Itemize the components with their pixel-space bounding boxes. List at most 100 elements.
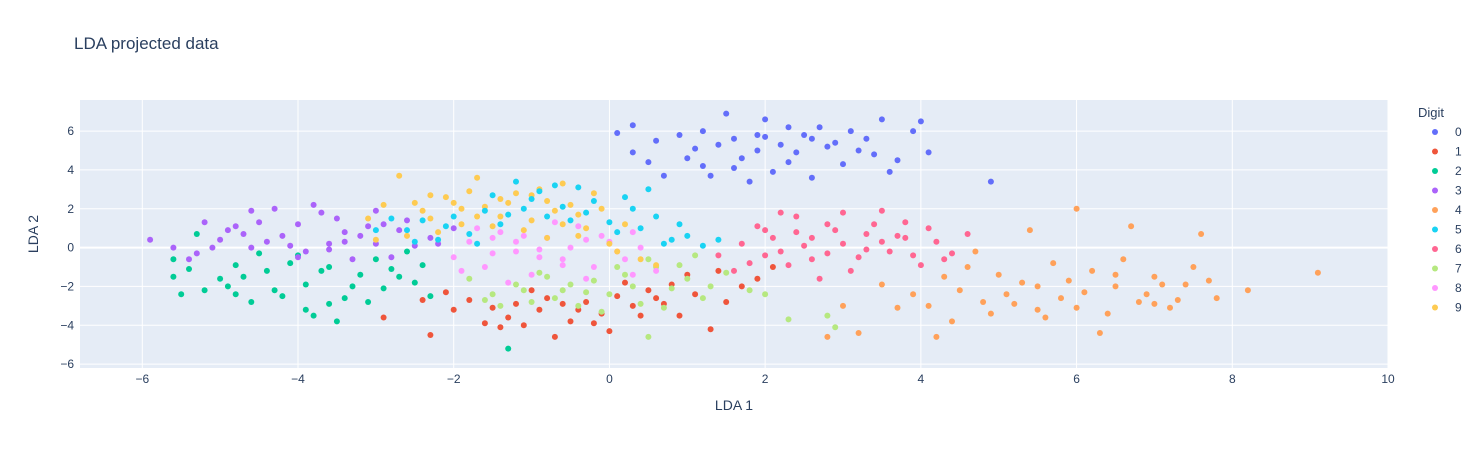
data-point-digit-4	[1011, 300, 1018, 307]
data-point-digit-0	[785, 124, 792, 131]
data-point-digit-7	[746, 287, 753, 294]
data-point-digit-8	[583, 275, 590, 282]
legend-marker-5[interactable]	[1432, 226, 1438, 233]
legend-marker-4[interactable]	[1432, 207, 1438, 213]
data-point-digit-7	[567, 281, 574, 288]
data-point-digit-1	[427, 332, 434, 338]
data-point-digit-8	[629, 229, 636, 236]
data-point-digit-2	[505, 345, 512, 352]
data-point-digit-5	[513, 178, 519, 185]
data-point-digit-1	[489, 304, 496, 311]
data-point-digit-1	[738, 283, 745, 290]
data-point-digit-1	[536, 306, 543, 313]
legend-label-1[interactable]: 1	[1455, 145, 1462, 159]
data-point-digit-0	[793, 149, 800, 156]
legend-label-3[interactable]: 3	[1455, 184, 1462, 198]
data-point-digit-9	[575, 232, 582, 239]
legend-marker-7[interactable]	[1432, 265, 1438, 272]
data-point-digit-6	[769, 234, 776, 241]
data-point-digit-3	[217, 236, 224, 243]
y-tick-label: 4	[67, 163, 74, 177]
data-point-digit-4	[1143, 291, 1150, 298]
data-point-digit-8	[450, 254, 457, 261]
legend-label-9[interactable]: 9	[1455, 301, 1462, 315]
data-point-digit-0	[754, 132, 761, 138]
data-point-digit-4	[995, 271, 1002, 278]
data-point-digit-6	[824, 221, 831, 228]
data-point-digit-4	[894, 304, 901, 311]
data-point-digit-4	[1182, 281, 1189, 288]
legend-label-0[interactable]: 0	[1455, 125, 1462, 139]
data-point-digit-2	[217, 275, 224, 282]
data-point-digit-0	[847, 128, 854, 135]
data-point-digit-6	[824, 250, 831, 257]
data-point-digit-7	[785, 316, 792, 323]
data-point-digit-3	[295, 221, 301, 228]
data-point-digit-4	[1135, 299, 1142, 305]
data-point-digit-8	[520, 232, 527, 239]
data-point-digit-3	[263, 238, 270, 245]
data-point-digit-9	[559, 180, 566, 187]
data-point-digit-6	[816, 275, 823, 282]
data-point-digit-7	[551, 295, 558, 302]
data-point-digit-0	[707, 172, 714, 179]
data-point-digit-0	[785, 159, 792, 166]
data-point-digit-1	[380, 314, 387, 321]
legend-marker-0[interactable]	[1432, 129, 1438, 135]
data-point-digit-7	[544, 273, 551, 280]
legend-marker-9[interactable]	[1432, 304, 1438, 311]
data-point-digit-5	[450, 213, 457, 220]
data-point-digit-1	[567, 318, 574, 325]
legend-label-4[interactable]: 4	[1455, 203, 1462, 217]
data-point-digit-6	[863, 246, 870, 253]
legend-marker-6[interactable]	[1432, 246, 1438, 252]
legend-marker-8[interactable]	[1432, 285, 1438, 291]
legend-marker-2[interactable]	[1432, 168, 1438, 174]
legend-label-8[interactable]: 8	[1455, 281, 1462, 295]
legend-label-7[interactable]: 7	[1455, 262, 1462, 276]
data-point-digit-5	[559, 203, 566, 210]
data-point-digit-4	[941, 273, 948, 280]
data-point-digit-2	[302, 281, 309, 288]
data-point-digit-8	[489, 250, 496, 257]
data-point-digit-9	[575, 211, 582, 218]
legend-marker-3[interactable]	[1432, 187, 1438, 194]
x-tick-label: −4	[291, 372, 305, 386]
data-point-digit-1	[551, 333, 558, 340]
y-tick-label: 6	[67, 124, 74, 138]
data-point-digit-7	[676, 262, 683, 269]
data-point-digit-3	[396, 227, 403, 234]
data-point-digit-4	[949, 318, 955, 325]
data-point-digit-6	[910, 252, 917, 259]
data-point-digit-8	[489, 234, 496, 241]
data-point-digit-4	[1073, 304, 1080, 311]
data-point-digit-5	[489, 192, 496, 199]
data-point-digit-0	[925, 149, 932, 156]
data-point-digit-1	[559, 300, 566, 307]
data-point-digit-0	[894, 157, 901, 164]
legend-label-6[interactable]: 6	[1455, 242, 1462, 256]
data-point-digit-5	[551, 182, 558, 189]
data-point-digit-4	[1065, 277, 1072, 284]
data-point-digit-0	[629, 122, 636, 129]
data-point-digit-7	[466, 275, 473, 282]
data-point-digit-0	[762, 116, 769, 123]
data-point-digit-3	[341, 238, 348, 245]
data-point-digit-5	[668, 236, 675, 243]
data-point-digit-9	[442, 194, 449, 201]
data-point-digit-3	[326, 240, 333, 247]
data-point-digit-9	[419, 207, 426, 214]
data-point-digit-2	[232, 262, 239, 269]
data-point-digit-4	[1089, 267, 1096, 274]
data-point-digit-5	[676, 221, 683, 228]
data-point-digit-2	[396, 273, 403, 280]
legend-label-2[interactable]: 2	[1455, 164, 1462, 178]
legend-marker-1[interactable]	[1432, 148, 1438, 155]
data-point-digit-2	[357, 271, 364, 278]
data-point-digit-5	[567, 217, 574, 224]
data-point-digit-8	[505, 279, 512, 286]
data-point-digit-0	[769, 168, 776, 175]
data-point-digit-2	[178, 291, 185, 298]
legend-label-5[interactable]: 5	[1455, 223, 1462, 237]
data-point-digit-6	[762, 252, 769, 259]
